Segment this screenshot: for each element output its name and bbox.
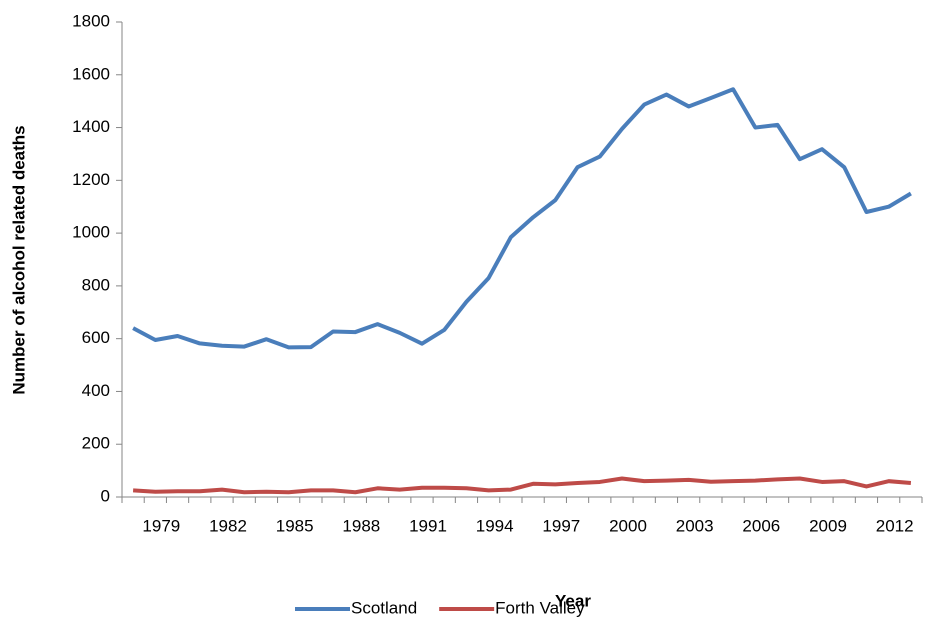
legend-label: Scotland: [351, 598, 417, 617]
x-tick-label: 1991: [409, 516, 447, 535]
y-axis-title: Number of alcohol related deaths: [9, 125, 28, 394]
x-tick-label: 2006: [742, 516, 780, 535]
x-tick-label: 2003: [676, 516, 714, 535]
series-line: [132, 87, 912, 350]
x-tick-label: 1994: [476, 516, 514, 535]
x-tick-label: 1979: [142, 516, 180, 535]
x-tick-label: 1982: [209, 516, 247, 535]
x-axis-title: Year: [555, 591, 591, 610]
y-tick-label: 1400: [72, 117, 110, 136]
x-tick-label: 1988: [342, 516, 380, 535]
y-tick-label: 1000: [72, 223, 110, 242]
y-tick-label: 1200: [72, 170, 110, 189]
y-tick-label: 1600: [72, 64, 110, 83]
y-tick-label: 400: [82, 381, 110, 400]
y-tick-label: 0: [101, 486, 110, 505]
legend-label: Forth Valley: [495, 598, 585, 617]
x-tick-label: 2009: [809, 516, 847, 535]
x-tick-label: 1997: [542, 516, 580, 535]
x-tick-label: 2012: [876, 516, 914, 535]
x-tick-label: 1985: [276, 516, 314, 535]
y-tick-label: 800: [82, 275, 110, 294]
series-line: [132, 476, 912, 495]
y-tick-label: 600: [82, 328, 110, 347]
y-tick-label: 1800: [72, 11, 110, 30]
x-tick-label: 2000: [609, 516, 647, 535]
y-tick-label: 200: [82, 434, 110, 453]
